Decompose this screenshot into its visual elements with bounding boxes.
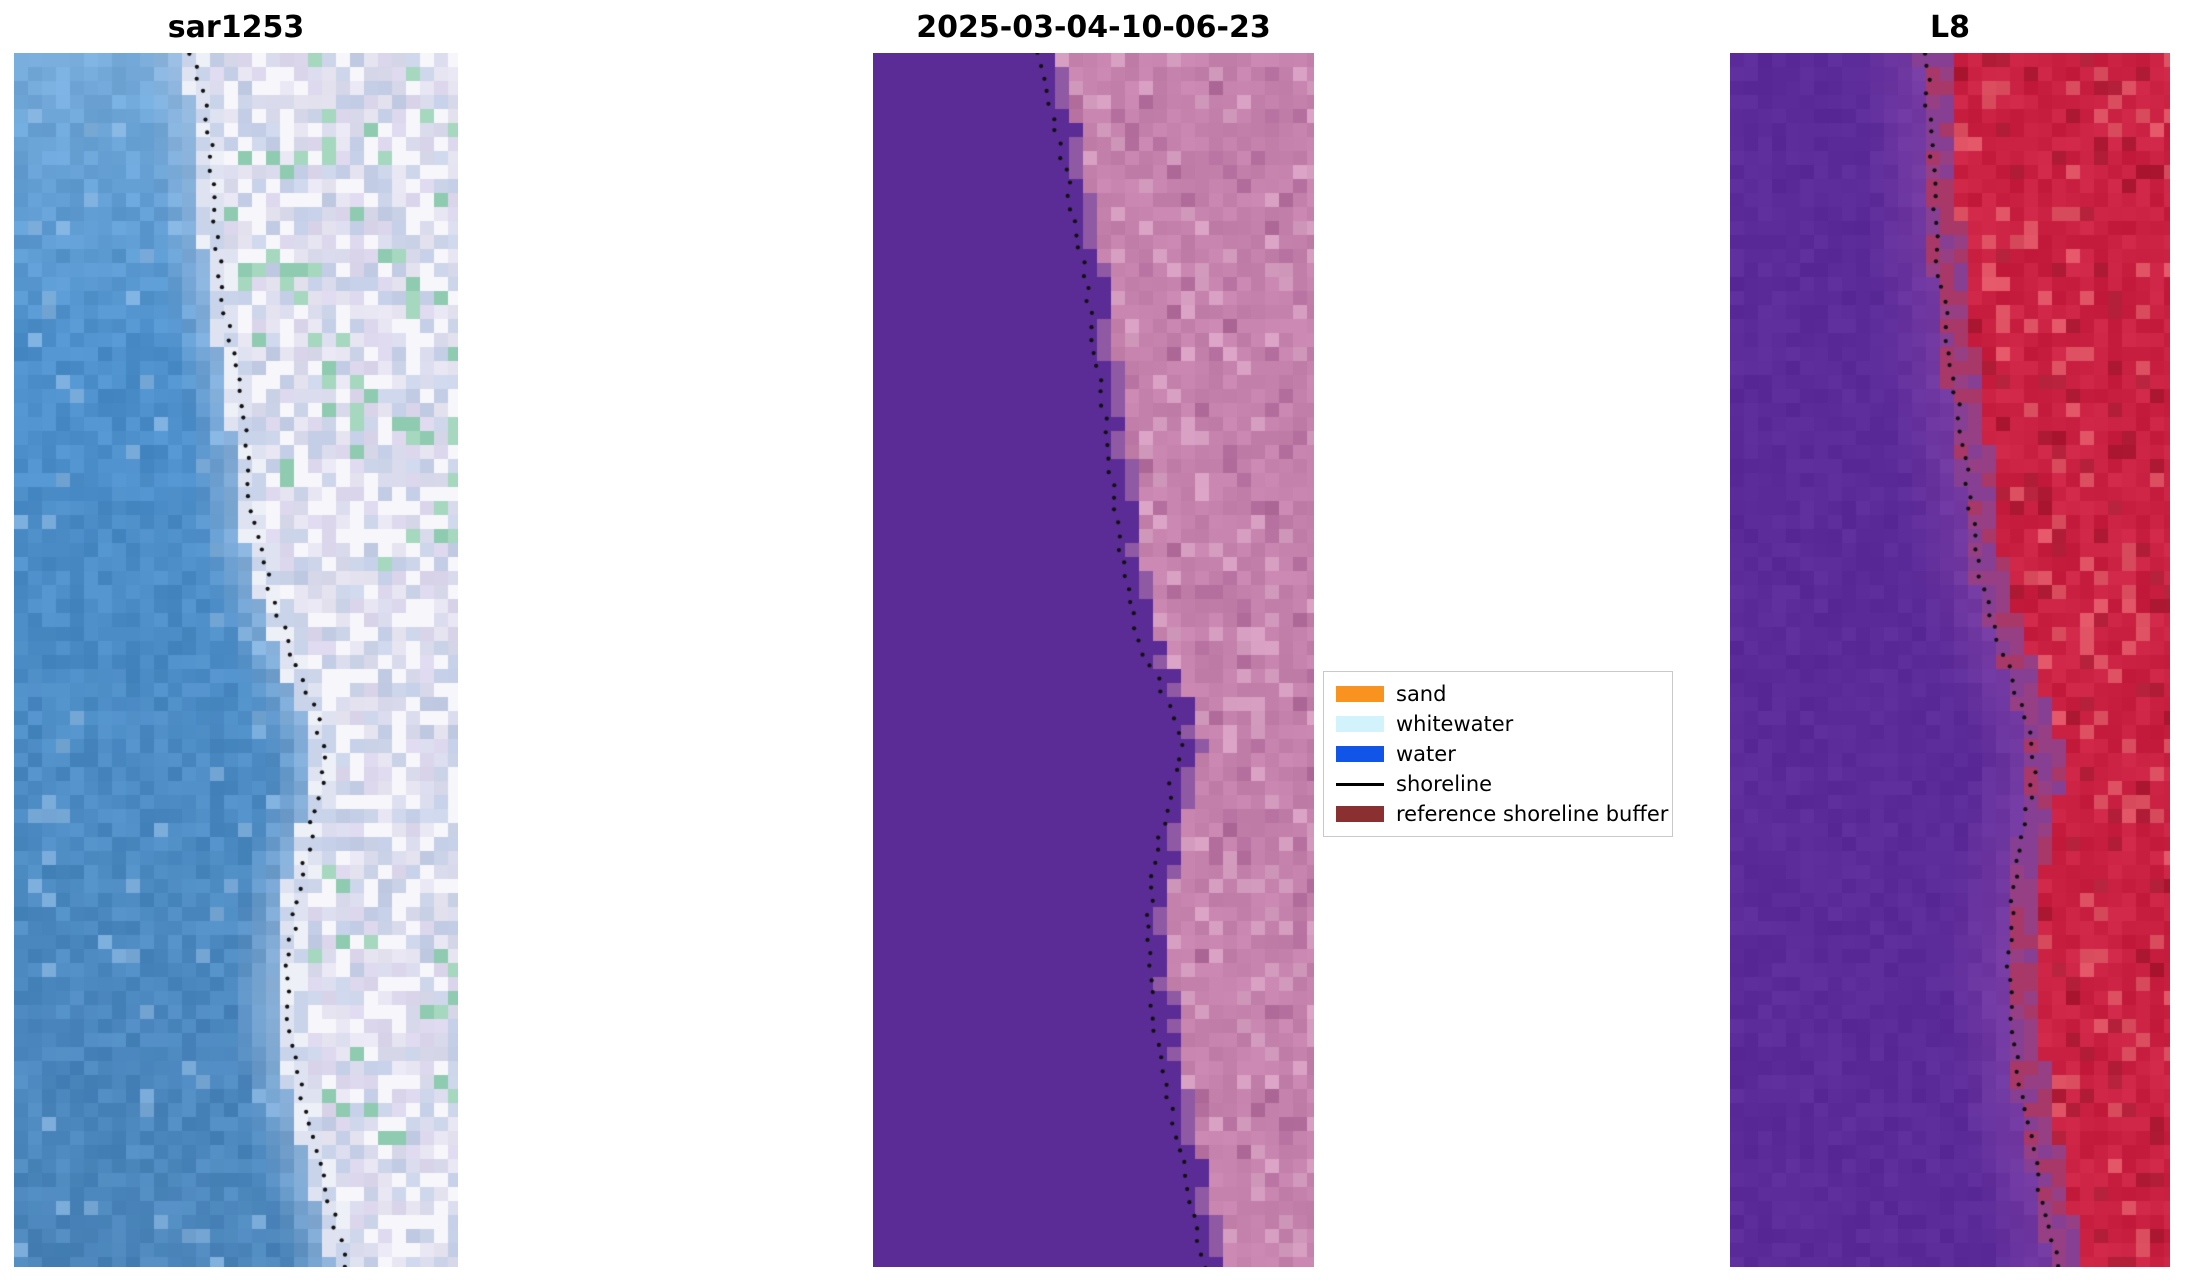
sand-swatch bbox=[1336, 686, 1384, 702]
whitewater-swatch bbox=[1336, 716, 1384, 732]
classified-image-panel bbox=[873, 53, 1314, 1267]
panel-title-sar1253: sar1253 bbox=[167, 10, 305, 45]
legend-label-shoreline: shoreline bbox=[1396, 772, 1493, 796]
water-swatch bbox=[1336, 746, 1384, 762]
l8-image-panel bbox=[1730, 53, 2170, 1267]
legend-item-whitewater: whitewater bbox=[1336, 709, 1660, 739]
legend-item-sand: sand bbox=[1336, 679, 1660, 709]
legend-label-sand: sand bbox=[1396, 682, 1447, 706]
sar-image-panel bbox=[14, 53, 458, 1267]
reference-buffer-swatch bbox=[1336, 806, 1384, 822]
legend-label-whitewater: whitewater bbox=[1396, 712, 1514, 736]
panel-title-l8: L8 bbox=[1930, 10, 1970, 45]
legend-label-reference-buffer: reference shoreline buffer bbox=[1396, 802, 1669, 826]
shoreline-line-swatch bbox=[1336, 782, 1384, 786]
panel-title-date: 2025-03-04-10-06-23 bbox=[916, 10, 1271, 45]
legend: sand whitewater water shoreline referenc… bbox=[1323, 671, 1673, 837]
legend-item-water: water bbox=[1336, 739, 1660, 769]
legend-item-shoreline: shoreline bbox=[1336, 769, 1660, 799]
legend-item-reference-buffer: reference shoreline buffer bbox=[1336, 799, 1668, 829]
legend-label-water: water bbox=[1396, 742, 1456, 766]
